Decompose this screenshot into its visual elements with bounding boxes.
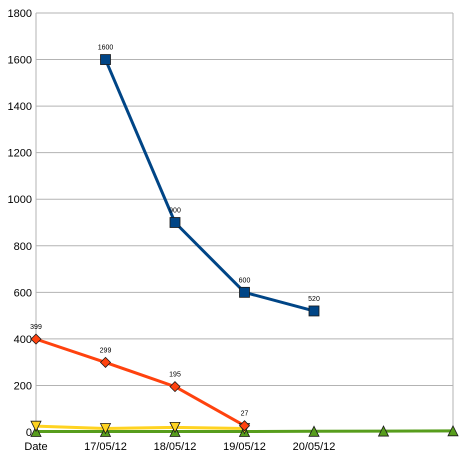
triangle-down-marker bbox=[99, 423, 112, 435]
y-tick-label: 600 bbox=[14, 287, 32, 299]
y-tick-label: 1000 bbox=[8, 194, 32, 206]
data-label: 299 bbox=[100, 347, 112, 354]
y-tick-label: 800 bbox=[14, 241, 32, 253]
square-marker bbox=[100, 54, 111, 65]
triangle-up-marker bbox=[308, 425, 320, 437]
data-label: 195 bbox=[169, 372, 181, 379]
x-tick-label: 18/05/12 bbox=[154, 441, 197, 453]
triangle-down-marker bbox=[169, 421, 181, 434]
square-marker bbox=[308, 305, 320, 317]
series-line bbox=[104, 58, 316, 313]
x-tick-label: Date bbox=[24, 441, 47, 453]
data-label: 1600 bbox=[98, 45, 114, 52]
y-tick-label: 400 bbox=[14, 334, 32, 346]
square-marker bbox=[239, 286, 250, 298]
data-label: 520 bbox=[308, 296, 320, 303]
diamond-marker bbox=[99, 356, 112, 368]
triangle-up-marker bbox=[447, 424, 459, 437]
diamond-marker bbox=[169, 381, 181, 393]
diamond-marker bbox=[238, 420, 251, 432]
series-line bbox=[34, 337, 246, 428]
y-tick-label: 1800 bbox=[8, 8, 32, 20]
y-tick-label: 1200 bbox=[8, 148, 32, 160]
square-marker bbox=[169, 217, 181, 228]
x-tick-label: 17/05/12 bbox=[84, 441, 127, 453]
data-label: 399 bbox=[30, 324, 42, 331]
data-label: 27 bbox=[241, 411, 249, 418]
data-label: 600 bbox=[239, 277, 251, 284]
y-tick-label: 1600 bbox=[8, 55, 32, 67]
diamond-marker bbox=[30, 333, 42, 345]
data-label: 900 bbox=[169, 208, 181, 215]
y-tick-label: 200 bbox=[14, 380, 32, 392]
x-tick-label: 19/05/12 bbox=[223, 441, 266, 453]
y-tick-label: 0 bbox=[26, 427, 32, 439]
triangle-down-marker bbox=[30, 420, 42, 433]
y-tick-label: 1400 bbox=[8, 101, 32, 113]
x-tick-label: 20/05/12 bbox=[293, 441, 336, 453]
triangle-up-marker bbox=[377, 425, 390, 437]
series-line bbox=[34, 424, 246, 431]
